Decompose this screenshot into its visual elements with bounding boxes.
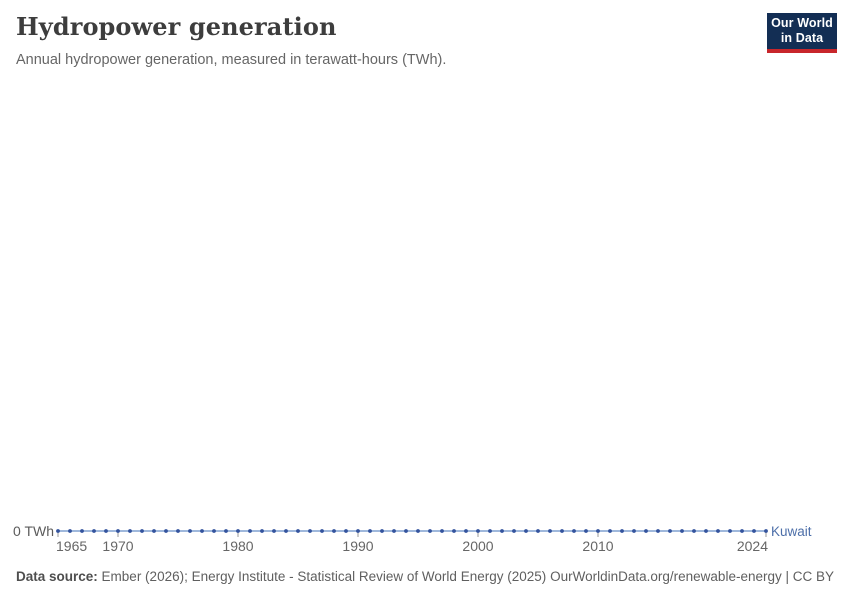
data-point xyxy=(476,529,480,533)
data-point xyxy=(416,529,420,533)
data-point xyxy=(368,529,372,533)
data-point xyxy=(548,529,552,533)
data-point xyxy=(740,529,744,533)
data-point xyxy=(104,529,108,533)
x-axis-label: 1990 xyxy=(342,538,373,554)
data-point xyxy=(224,529,228,533)
data-point xyxy=(620,529,624,533)
data-point xyxy=(308,529,312,533)
data-point xyxy=(128,529,132,533)
x-axis-label: 2010 xyxy=(582,538,613,554)
data-point xyxy=(428,529,432,533)
data-point xyxy=(584,529,588,533)
data-point xyxy=(608,529,612,533)
data-point xyxy=(680,529,684,533)
x-axis: 1965 1970 1980 1990 2000 2010 2024 xyxy=(56,531,768,554)
data-point xyxy=(596,529,600,533)
data-point xyxy=(560,529,564,533)
data-point xyxy=(728,529,732,533)
data-point xyxy=(716,529,720,533)
chart-subtitle: Annual hydropower generation, measured i… xyxy=(16,52,447,68)
data-point xyxy=(392,529,396,533)
data-point xyxy=(500,529,504,533)
data-point xyxy=(440,529,444,533)
data-point xyxy=(80,529,84,533)
data-point xyxy=(248,529,252,533)
data-point xyxy=(488,529,492,533)
owid-logo[interactable]: Our World in Data xyxy=(767,13,837,53)
data-point xyxy=(764,529,768,533)
data-point xyxy=(524,529,528,533)
data-point xyxy=(452,529,456,533)
data-point xyxy=(656,529,660,533)
owid-logo-line1: Our World xyxy=(771,16,833,30)
x-axis-label: 1980 xyxy=(222,538,253,554)
data-point xyxy=(236,529,240,533)
data-point xyxy=(356,529,360,533)
data-source-text: Ember (2026); Energy Institute - Statist… xyxy=(101,569,547,584)
data-point xyxy=(212,529,216,533)
x-axis-label: 2024 xyxy=(737,538,768,554)
data-source-label: Data source: xyxy=(16,569,98,584)
data-point xyxy=(380,529,384,533)
data-point xyxy=(284,529,288,533)
data-point xyxy=(164,529,168,533)
data-point xyxy=(116,529,120,533)
data-point xyxy=(56,529,60,533)
data-point xyxy=(140,529,144,533)
data-point xyxy=(332,529,336,533)
data-point xyxy=(92,529,96,533)
data-point xyxy=(464,529,468,533)
data-point xyxy=(152,529,156,533)
page-title: Hydropower generation xyxy=(16,12,337,41)
data-point xyxy=(68,529,72,533)
y-axis-label: 0 TWh xyxy=(13,523,54,539)
x-axis-label: 2000 xyxy=(462,538,493,554)
data-point xyxy=(320,529,324,533)
data-point xyxy=(200,529,204,533)
data-point xyxy=(344,529,348,533)
data-points xyxy=(56,529,768,533)
x-axis-label: 1970 xyxy=(102,538,133,554)
owid-logo-line2: in Data xyxy=(780,31,824,45)
data-point xyxy=(572,529,576,533)
data-point xyxy=(296,529,300,533)
data-point xyxy=(404,529,408,533)
data-point xyxy=(704,529,708,533)
data-point xyxy=(632,529,636,533)
data-point xyxy=(188,529,192,533)
data-source: Data source: Ember (2026); Energy Instit… xyxy=(16,569,546,584)
data-point xyxy=(272,529,276,533)
data-point xyxy=(512,529,516,533)
data-point xyxy=(176,529,180,533)
data-point xyxy=(668,529,672,533)
data-point xyxy=(752,529,756,533)
data-point xyxy=(644,529,648,533)
data-point xyxy=(692,529,696,533)
footer-link[interactable]: OurWorldinData.org/renewable-energy | CC… xyxy=(550,569,834,584)
entity-label-kuwait[interactable]: Kuwait xyxy=(771,524,812,539)
data-point xyxy=(536,529,540,533)
data-point xyxy=(260,529,264,533)
x-axis-label: 1965 xyxy=(56,538,87,554)
